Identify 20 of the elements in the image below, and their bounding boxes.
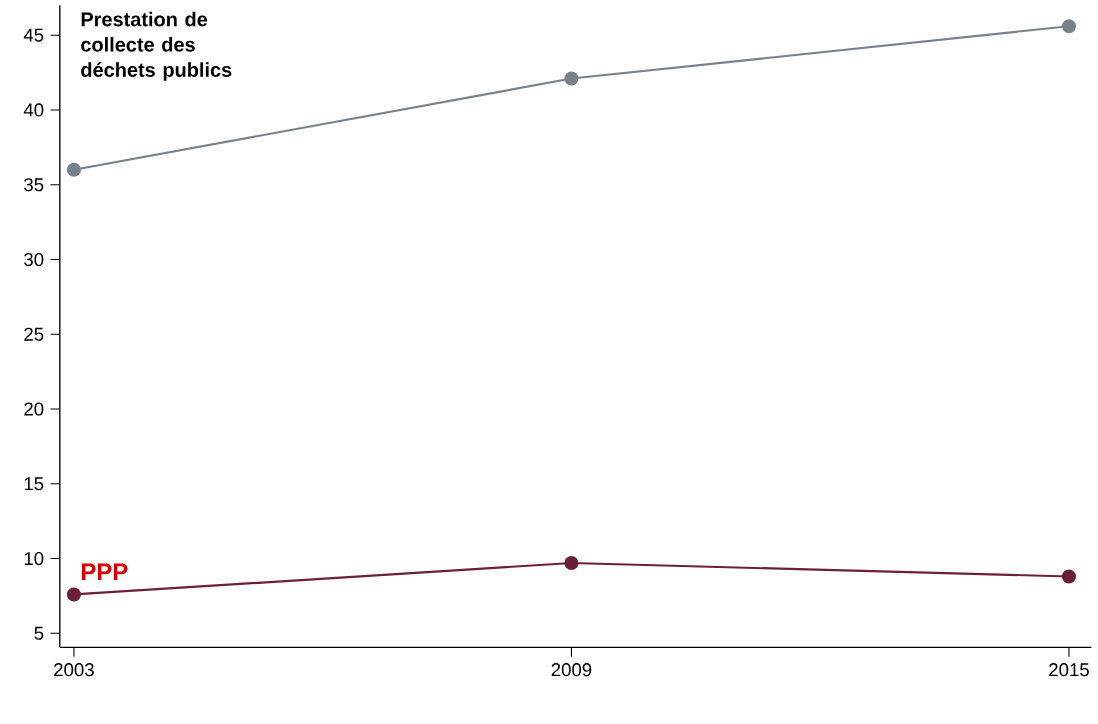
y-tick-label: 10 [24, 551, 44, 565]
y-tick-label: 5 [34, 626, 44, 640]
x-tick-label: 2015 [1049, 662, 1089, 677]
point [66, 162, 81, 177]
y-tick-label: 40 [23, 103, 44, 117]
point [66, 587, 81, 602]
y-tick-label: 45 [23, 28, 44, 42]
x-tick-label: 2009 [551, 662, 592, 677]
point [564, 71, 579, 86]
point [1061, 18, 1077, 34]
x-tick-label: 2003 [54, 662, 94, 677]
text: Prestation de collecte des déchets publics [81, 11, 232, 81]
y-tick-label: 30 [24, 252, 44, 266]
y-tick-label: 35 [24, 177, 44, 192]
point [1061, 569, 1077, 584]
y-tick-label: 20 [24, 402, 44, 416]
series-label: PPP [82, 563, 128, 580]
y-tick-label: 15 [24, 477, 44, 491]
point [564, 555, 579, 570]
y-tick-label: 25 [24, 327, 44, 341]
